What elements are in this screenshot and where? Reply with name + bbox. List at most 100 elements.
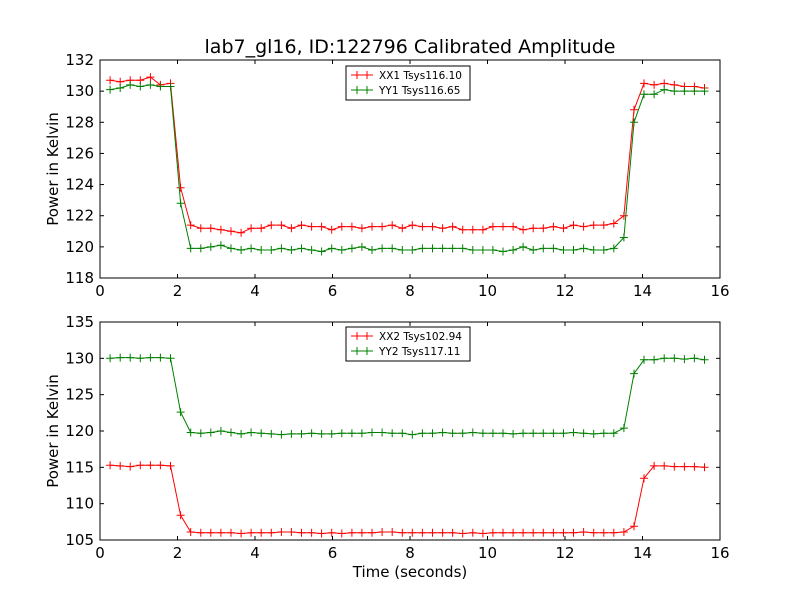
x-tick-label: 6 <box>328 544 338 562</box>
legend-marker-2 <box>353 86 371 94</box>
data-point <box>448 429 457 438</box>
data-point <box>609 429 618 438</box>
y-tick-label: 130 <box>65 82 94 100</box>
x-tick-label: 6 <box>328 282 338 300</box>
data-point <box>156 461 165 470</box>
data-point <box>156 82 165 91</box>
data-point <box>650 90 659 99</box>
top-ticks-layer: 0 2 4 6 8 10 12 14 16 118 120 122 124 126 128 130 132 <box>65 51 729 300</box>
data-point <box>227 227 235 236</box>
data-point <box>237 529 246 538</box>
x-tick-label: 12 <box>555 544 574 562</box>
x-tick-label: 4 <box>250 282 260 300</box>
data-point <box>408 246 417 254</box>
data-point <box>357 429 366 438</box>
data-point <box>196 429 205 438</box>
data-point <box>267 221 276 230</box>
y-tick-label: 120 <box>65 422 94 440</box>
data-point <box>579 528 588 536</box>
data-point <box>499 247 507 256</box>
data-point <box>277 528 286 536</box>
data-point <box>257 246 266 254</box>
x-tick-label: 4 <box>250 544 260 562</box>
data-point <box>317 529 326 538</box>
x-tick-label: 14 <box>633 282 652 300</box>
data-point <box>428 528 437 537</box>
data-point <box>166 82 175 91</box>
data-point <box>267 528 276 537</box>
data-point <box>166 461 175 470</box>
data-point <box>388 429 397 438</box>
data-point <box>609 219 618 228</box>
y-tick-label: 132 <box>65 51 94 69</box>
data-point <box>337 246 346 254</box>
data-point <box>126 80 135 89</box>
data-point <box>599 246 608 254</box>
data-point <box>106 461 115 470</box>
data-point <box>297 429 306 438</box>
data-point <box>398 224 407 233</box>
data-point <box>106 354 115 363</box>
y-tick-label: 120 <box>65 238 94 256</box>
data-point <box>227 244 235 253</box>
legend-label-2: YY2 Tsys117.11 <box>378 346 460 358</box>
data-point <box>488 222 497 231</box>
data-point <box>398 528 407 537</box>
data-point <box>388 528 397 536</box>
data-point <box>267 246 276 254</box>
data-point <box>448 528 457 537</box>
data-point <box>438 428 447 437</box>
data-point <box>257 224 266 233</box>
data-point <box>599 221 608 230</box>
data-point <box>619 528 628 536</box>
x-tick-label: 8 <box>405 544 415 562</box>
data-point <box>619 233 628 242</box>
data-point <box>317 429 326 438</box>
data-point <box>438 224 447 233</box>
data-point <box>378 528 387 536</box>
data-point <box>327 528 336 537</box>
data-point <box>640 79 648 88</box>
data-point <box>670 462 679 471</box>
data-point <box>539 528 548 537</box>
data-point <box>216 225 225 234</box>
data-point <box>247 528 256 537</box>
data-point <box>488 528 497 537</box>
y-tick-label: 110 <box>65 495 94 513</box>
bottom-legend: XX2 Tsys102.94 YY2 Tsys117.11 <box>345 326 471 362</box>
data-point <box>529 528 538 537</box>
data-point <box>297 244 306 253</box>
data-point <box>468 225 477 234</box>
y-tick-label: 122 <box>65 207 94 225</box>
data-point <box>186 528 195 536</box>
legend-marker-2 <box>353 347 371 355</box>
data-point <box>116 84 125 92</box>
bottom-ticks-layer: 0 2 4 6 8 10 12 14 16 105 110 115 120 125 130 135 <box>65 313 729 562</box>
data-point <box>670 87 679 96</box>
data-point <box>549 528 558 537</box>
data-point <box>458 529 467 538</box>
data-point <box>499 528 507 537</box>
data-point <box>216 241 225 250</box>
data-point <box>287 429 296 438</box>
data-point <box>478 225 487 234</box>
data-point <box>368 428 376 437</box>
data-point <box>247 428 256 437</box>
data-point <box>569 428 578 437</box>
data-point <box>680 355 689 364</box>
data-point <box>670 354 679 363</box>
data-point <box>478 429 487 438</box>
y-tick-label: 125 <box>65 386 94 404</box>
data-point <box>378 244 387 253</box>
data-point <box>478 529 487 538</box>
data-point <box>438 244 447 253</box>
data-point <box>569 528 578 537</box>
data-point <box>307 429 316 438</box>
x-tick-label: 16 <box>710 282 729 300</box>
data-point <box>408 528 417 537</box>
data-point <box>690 462 699 471</box>
data-point <box>509 528 518 537</box>
data-point <box>650 80 659 89</box>
data-point <box>176 408 185 417</box>
data-point <box>378 428 387 437</box>
